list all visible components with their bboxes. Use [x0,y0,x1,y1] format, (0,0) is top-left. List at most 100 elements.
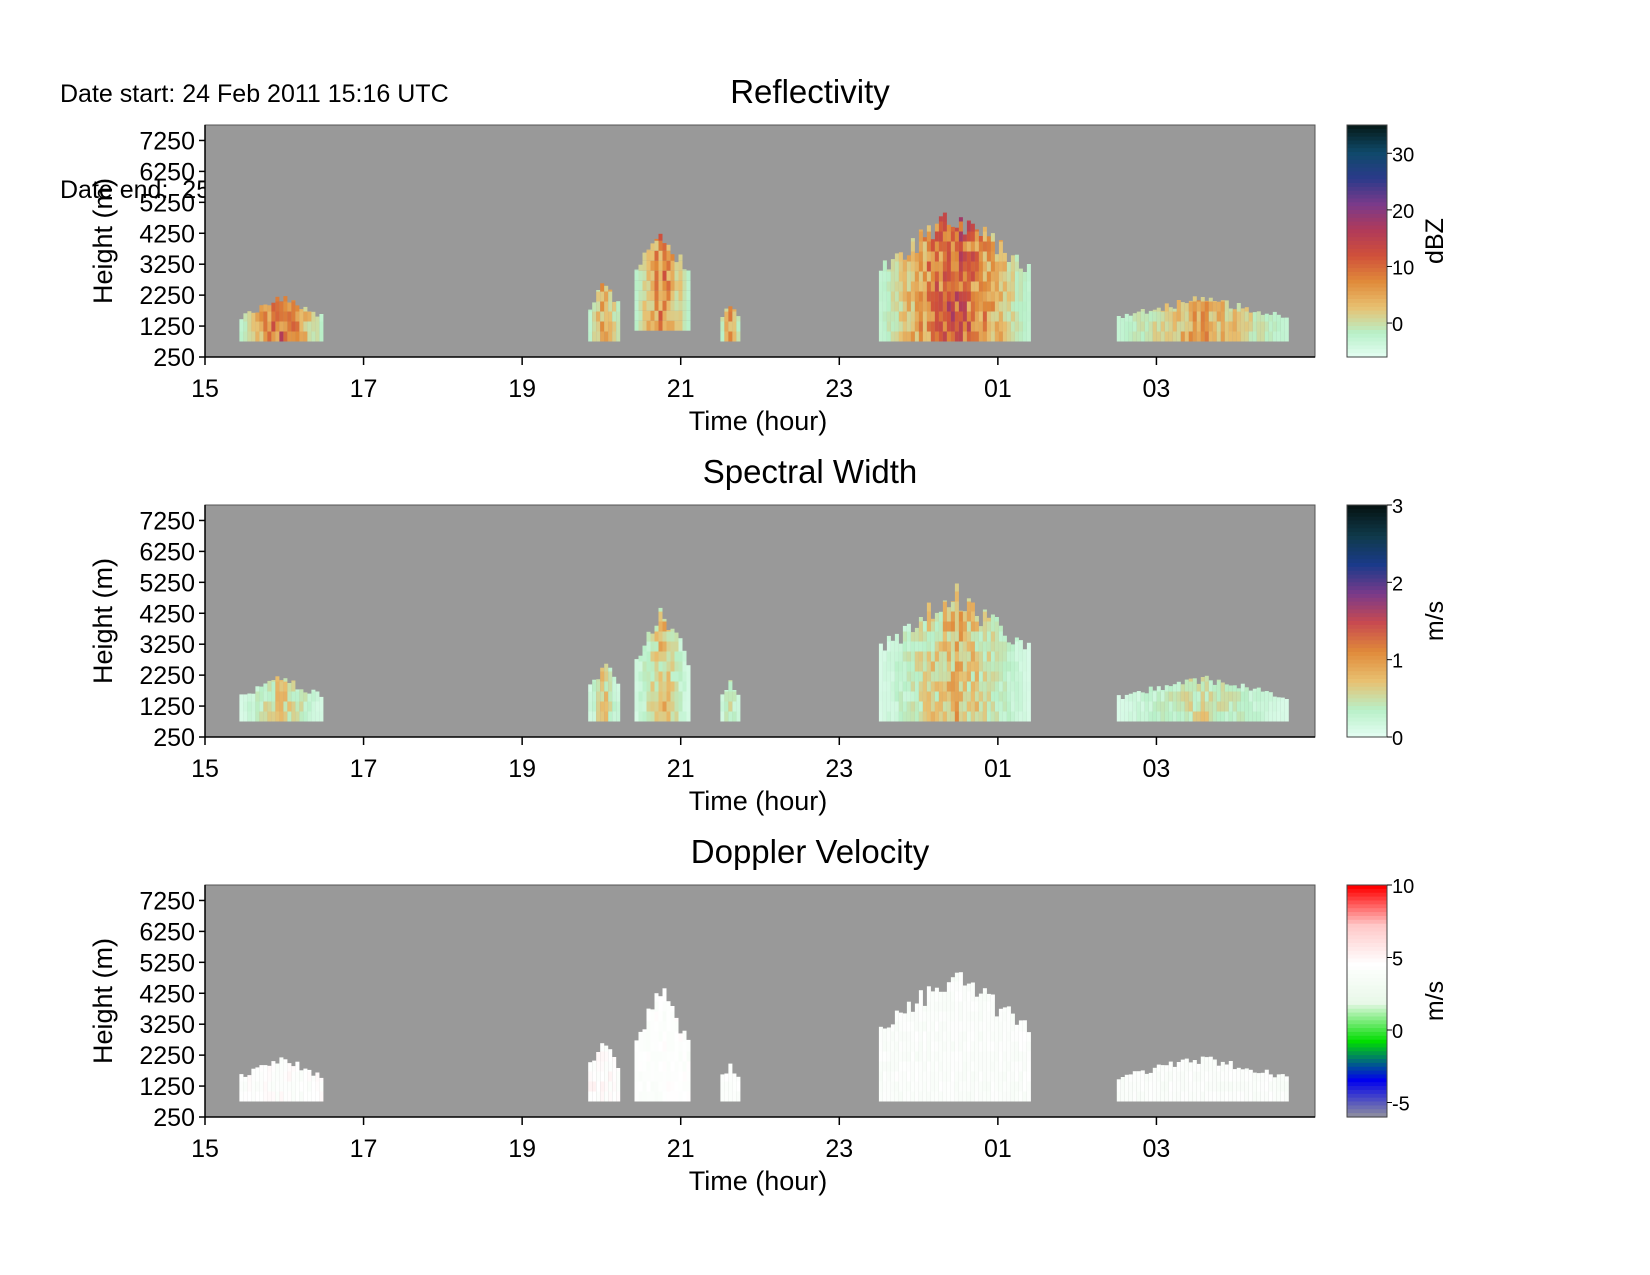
colorbar-swatch [1347,659,1387,665]
echo-cell [724,331,729,342]
echo-cell [299,689,304,692]
echo-cell [1002,1091,1007,1102]
colorbar-swatch [1347,349,1387,354]
echo-cell [1212,1091,1217,1102]
echo-cell [1252,331,1257,342]
echo-cell [658,621,663,632]
echo-cell [990,671,995,682]
echo-cell [982,311,987,322]
echo-cell [682,269,687,271]
echo-cell [299,701,304,712]
echo-cell [670,1011,675,1022]
echo-cell [906,1051,911,1062]
echo-cell [604,301,609,312]
echo-cell [674,270,679,281]
echo-cell [1120,699,1125,702]
echo-cell [898,711,903,722]
echo-cell [966,681,971,692]
echo-cell [604,311,609,322]
echo-cell [990,1011,995,1022]
echo-cell [950,1071,955,1082]
echo-cell [930,681,935,692]
colorbar-swatch [1347,237,1387,242]
echo-cell [966,601,971,612]
echo-cell [592,1060,597,1062]
echo-cell [1232,311,1237,322]
echo-cell [998,251,1003,262]
echo-cell [287,331,292,342]
echo-cell [946,331,951,342]
echo-cell [914,301,919,312]
echo-cell [662,1081,667,1092]
echo-cell [1192,311,1197,322]
echo-cell [1124,1081,1129,1092]
echo-cell [1272,321,1277,332]
echo-cell [1284,317,1289,322]
echo-cell [670,671,675,682]
echo-cell [311,331,316,342]
y-tick-label: 3250 [139,251,195,279]
echo-cell [1180,1091,1185,1102]
echo-cell [994,254,999,262]
colorbar-swatch [1347,302,1387,308]
echo-cell [1264,321,1269,332]
echo-cell [1148,686,1153,692]
echo-cell [674,320,679,331]
echo-cell [1022,311,1027,322]
echo-cell [982,261,987,272]
echo-cell [962,234,967,242]
echo-region [878,583,1031,722]
echo-cell [646,701,651,712]
echo-cell [1236,691,1241,702]
echo-cell [970,223,975,232]
echo-cell [608,701,613,712]
echo-cell [1014,291,1019,302]
echo-cell [1006,311,1011,322]
echo-cell [938,641,943,652]
echo-cell [592,1061,597,1072]
echo-cell [646,711,651,722]
echo-cell [1204,1081,1209,1092]
echo-cell [962,311,967,322]
echo-cell [267,1071,272,1082]
echo-cell [938,1011,943,1022]
echo-cell [934,1041,939,1052]
echo-cell [670,651,675,662]
echo-cell [966,1041,971,1052]
echo-cell [612,331,617,342]
echo-cell [918,301,923,312]
echo-cell [1264,701,1269,712]
echo-cell [910,241,915,252]
echo-cell [986,291,991,302]
echo-cell [612,676,617,682]
echo-cell [902,625,907,632]
echo-cell [650,270,655,281]
echo-cell [1006,681,1011,692]
echo-cell [878,321,883,332]
echo-cell [1006,301,1011,312]
echo-cell [898,651,903,662]
echo-cell [1260,1091,1265,1102]
echo-cell [1264,1071,1269,1082]
echo-cell [986,1051,991,1062]
echo-cell [1204,321,1209,332]
echo-cell [910,331,915,342]
echo-cell [732,1091,737,1102]
echo-cell [950,1001,955,1012]
echo-cell [1204,691,1209,702]
echo-cell [670,1041,675,1052]
colorbar-swatch [1347,256,1387,261]
y-axis-label: Height (m) [88,938,118,1064]
echo-cell [1144,711,1149,722]
echo-cell [958,221,963,232]
echo-cell [658,661,663,672]
colorbar-tick-label: 0 [1392,1021,1403,1043]
echo-cell [295,701,300,712]
echo-cell [958,711,963,722]
echo-cell [1248,1071,1253,1082]
echo-cell [938,621,943,632]
colorbar-swatch [1347,966,1387,971]
echo-cell [608,1071,613,1082]
echo-cell [986,271,991,282]
echo-cell [1188,1071,1193,1082]
